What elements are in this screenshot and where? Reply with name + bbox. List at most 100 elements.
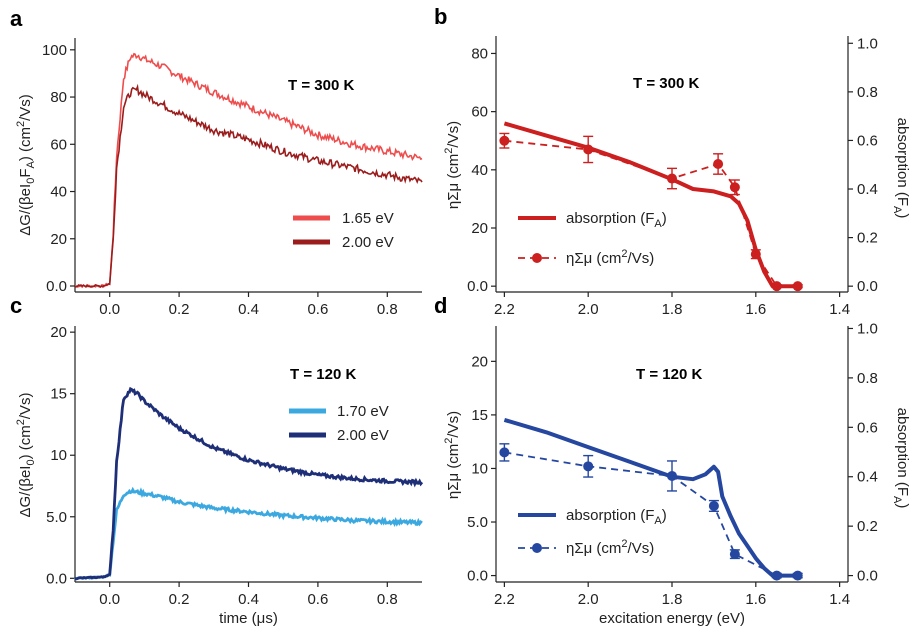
panel-d-y2tick-label: 0.6 <box>857 419 878 436</box>
panel-a-xtick-label: 0.2 <box>169 301 190 318</box>
panel-b-ytick-label: 40 <box>471 162 488 179</box>
panel-a-xtick-label: 0.6 <box>307 301 328 318</box>
panel-b-mu-point <box>771 281 782 292</box>
panel-b-y2label: absorption (FA) <box>891 118 911 219</box>
panel-d-mu-point <box>729 549 740 560</box>
panel-b-mu-point <box>499 135 510 146</box>
panel-a-legend-label: 1.65 eV <box>342 210 394 227</box>
panel-b-legend-marker <box>532 253 542 263</box>
panel-b-xtick-label: 2.0 <box>578 301 599 318</box>
panel-d-temperature: T = 120 K <box>636 366 702 383</box>
panel-d-mu-point <box>583 461 594 472</box>
panel-d-mu-point <box>771 570 782 581</box>
panel-b-y2tick-label: 0.6 <box>857 132 878 149</box>
panel-a-temperature: T = 300 K <box>288 77 354 94</box>
panel-d-ytick-label: 20 <box>471 353 488 370</box>
panel-c-ytick-label: 20 <box>50 324 67 341</box>
panel-a-xtick-label: 0.8 <box>377 301 398 318</box>
panel-d-ylabel: ηΣμ (cm2/Vs) <box>443 411 462 499</box>
panel-d-y2tick-label: 0.4 <box>857 469 878 486</box>
panel-c-xlabel: time (μs) <box>219 610 278 627</box>
panel-d-mu-point <box>792 570 803 581</box>
panel-b-y2tick-label: 0.8 <box>857 84 878 101</box>
panel-b-ylabel: ηΣμ (cm2/Vs) <box>443 121 462 209</box>
panel-d-y2tick-label: 0.8 <box>857 370 878 387</box>
panel-c: 0.0 0.2 0.4 0.6 0.8 0.0 5.0 10 15 20 c T = 120 K 1.7… <box>10 293 424 627</box>
panel-b-mu-line <box>504 139 798 288</box>
panel-c-xtick-label: 0.0 <box>99 591 120 608</box>
panel-c-ylabel: ΔG/(βeI0) (cm2/Vs) <box>15 392 37 517</box>
panel-b-mu-point <box>583 144 594 155</box>
panel-a-ytick-label: 20 <box>50 231 67 248</box>
panel-d-legend-marker <box>532 543 542 553</box>
panel-c-temperature: T = 120 K <box>290 366 356 383</box>
panel-a-ytick-label: 80 <box>50 89 67 106</box>
panel-c-xtick-label: 0.2 <box>169 591 190 608</box>
panel-d-ytick-label: 15 <box>471 407 488 424</box>
panel-a-ylabel: ΔG/(βeI0FA) (cm2/Vs) <box>15 94 37 236</box>
panel-c-ytick-label: 0.0 <box>46 570 67 587</box>
panel-d-y2tick-label: 0.0 <box>857 568 878 585</box>
panel-d-xlabel: excitation energy (eV) <box>599 610 745 627</box>
panel-b-mu-point <box>750 249 761 260</box>
panel-a-ytick-label: 60 <box>50 136 67 153</box>
panel-d-legend-mu: ηΣμ (cm2/Vs) <box>566 538 654 557</box>
panel-d-ytick-label: 0.0 <box>467 568 488 585</box>
panel-b-ytick-label: 20 <box>471 220 488 237</box>
panel-d-xtick-label: 2.0 <box>578 591 599 608</box>
panel-a-ytick-label: 40 <box>50 184 67 201</box>
panel-b-xtick-label: 1.8 <box>662 301 683 318</box>
panel-c-xtick-label: 0.8 <box>377 591 398 608</box>
panel-d-ytick-label: 5.0 <box>467 514 488 531</box>
panel-c-trace-200 <box>74 386 424 581</box>
panel-b-xtick-label: 1.4 <box>829 301 850 318</box>
panel-b-label: b <box>434 4 447 29</box>
panel-b-temperature: T = 300 K <box>633 75 699 92</box>
panel-b-legend-abs: absorption (FA) <box>566 210 667 230</box>
panel-c-ytick-label: 5.0 <box>46 509 67 526</box>
panel-b-mu-point <box>667 173 677 184</box>
panel-d-y2tick-label: 1.0 <box>857 320 878 337</box>
panel-d-xtick-label: 1.6 <box>745 591 766 608</box>
panel-c-ytick-label: 15 <box>50 386 67 403</box>
panel-d-legend-abs: absorption (FA) <box>566 507 667 527</box>
panel-b-y2tick-label: 0.0 <box>857 278 878 295</box>
panel-a-trace-165 <box>74 52 423 289</box>
panel-d-mu-point <box>708 500 719 511</box>
panel-a-legend-label: 2.00 eV <box>342 234 394 251</box>
panel-d-xtick-label: 2.2 <box>494 591 515 608</box>
panel-b-xtick-label: 1.6 <box>745 301 766 318</box>
panel-d-absorption-line <box>503 417 798 578</box>
panel-c-trace-170 <box>74 486 423 581</box>
panel-d-y2label: absorption (FA) <box>891 408 911 509</box>
panel-c-ytick-label: 10 <box>50 447 67 464</box>
panel-b-y2tick-label: 0.4 <box>857 181 878 198</box>
panel-d-y2tick-label: 0.2 <box>857 518 878 535</box>
panel-a-ytick-label: 100 <box>42 42 67 59</box>
panel-d-label: d <box>434 293 447 318</box>
panel-d-xtick-label: 1.4 <box>829 591 850 608</box>
panel-d-xtick-label: 1.8 <box>662 591 683 608</box>
panel-b-xtick-label: 2.2 <box>494 301 515 318</box>
panel-b-ytick-label: 0.0 <box>467 278 488 295</box>
panel-c-legend-label: 2.00 eV <box>337 427 389 444</box>
panel-c-legend-label: 1.70 eV <box>337 403 389 420</box>
panel-b-legend-mu: ηΣμ (cm2/Vs) <box>566 248 654 267</box>
panel-b-ytick-label: 60 <box>471 104 488 121</box>
panel-b-mu-point <box>729 182 740 193</box>
panel-b-absorption-line <box>503 121 798 289</box>
panel-c-label: c <box>10 293 22 318</box>
panel-d-mu-point <box>499 447 510 458</box>
panel-b: 2.2 2.0 1.8 1.6 1.4 0.0 20 40 60 80 0.0 0.2 0.4 0.6 0.… <box>434 4 911 318</box>
panel-a-xtick-label: 0.4 <box>238 301 259 318</box>
panel-b-mu-point <box>713 159 724 169</box>
panel-b-mu-point <box>792 281 803 292</box>
panel-d-ytick-label: 10 <box>471 460 488 477</box>
panel-b-y2tick-label: 0.2 <box>857 230 878 247</box>
panel-d-mu-point <box>667 470 677 481</box>
panel-b-ytick-label: 80 <box>471 45 488 62</box>
panel-d: 2.2 2.0 1.8 1.6 1.4 0.0 5.0 10 15 20 0.0 0.2 0.4 0.6 0… <box>434 293 911 627</box>
panel-c-xtick-label: 0.6 <box>307 591 328 608</box>
panel-a-xtick-label: 0.0 <box>99 301 120 318</box>
